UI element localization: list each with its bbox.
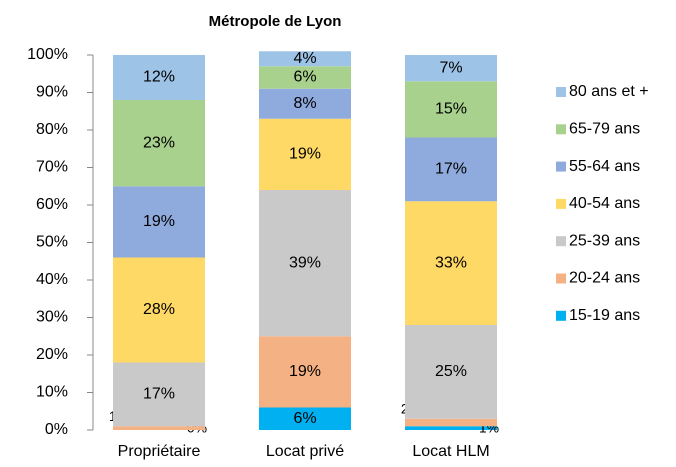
data-label: 17% — [143, 386, 175, 403]
x-tick-label: Locat privé — [266, 443, 344, 460]
data-label: 6% — [293, 69, 316, 86]
data-label: 8% — [293, 95, 316, 112]
legend-swatch — [556, 124, 566, 135]
bar-segment — [405, 418, 497, 427]
data-label: 23% — [143, 134, 175, 151]
bar-segment — [259, 190, 351, 337]
bar-segment — [259, 88, 351, 119]
bar-segment — [405, 55, 497, 82]
legend-swatch — [556, 198, 566, 209]
data-label: 25% — [435, 363, 467, 380]
bar-segment — [405, 81, 497, 138]
legend-label: 65-79 ans — [569, 121, 640, 138]
legend-swatch — [556, 310, 566, 321]
x-tick-label: Locat HLM — [412, 443, 489, 460]
data-label: 19% — [143, 213, 175, 230]
data-label: 12% — [143, 69, 175, 86]
legend-swatch — [556, 273, 566, 284]
x-tick-label: Propriétaire — [118, 443, 201, 460]
legend-label: 80 ans et + — [569, 83, 649, 100]
y-tick-label: 40% — [36, 271, 68, 288]
bar-segment — [405, 201, 497, 325]
data-label: 4% — [293, 50, 316, 67]
legend-swatch — [556, 236, 566, 247]
bar-segment — [259, 66, 351, 89]
legend-label: 15-19 ans — [569, 307, 640, 324]
y-tick-label: 90% — [36, 84, 68, 101]
data-label: 17% — [435, 161, 467, 178]
bar-segment — [259, 51, 351, 67]
legend-label: 20-24 ans — [569, 270, 640, 287]
bar-segment — [113, 100, 205, 187]
legend-label: 55-64 ans — [569, 158, 640, 175]
bar-segment — [113, 426, 205, 430]
y-tick-label: 0% — [45, 421, 68, 438]
bar-segment — [405, 137, 497, 202]
bar-segment — [259, 118, 351, 190]
bar-segment — [405, 325, 497, 419]
legend-label: 25-39 ans — [569, 232, 640, 249]
bar-segment — [259, 336, 351, 408]
y-tick-label: 10% — [36, 384, 68, 401]
legend-swatch — [556, 87, 566, 97]
data-label: 6% — [293, 410, 316, 427]
bar-segment — [113, 55, 205, 100]
chart-title: Métropole de Lyon — [209, 13, 342, 30]
data-label: 28% — [143, 301, 175, 318]
y-tick-label: 80% — [36, 121, 68, 138]
bar-segment — [113, 186, 205, 258]
bar-segment — [113, 362, 205, 427]
y-tick-label: 20% — [36, 346, 68, 363]
data-label: 33% — [435, 254, 467, 271]
y-tick-label: 50% — [36, 234, 68, 251]
legend-swatch — [556, 161, 566, 172]
data-label: 15% — [435, 101, 467, 118]
y-tick-label: 60% — [36, 196, 68, 213]
data-label: 39% — [289, 254, 321, 271]
data-label: 7% — [439, 59, 462, 76]
y-tick-label: 100% — [27, 46, 68, 63]
bar-segment — [259, 407, 351, 430]
bar-segment — [405, 426, 497, 430]
data-label: 19% — [289, 146, 321, 163]
data-label: 19% — [289, 363, 321, 380]
y-tick-label: 70% — [36, 159, 68, 176]
legend-label: 40-54 ans — [569, 195, 640, 212]
y-tick-label: 30% — [36, 309, 68, 326]
bar-segment — [113, 257, 205, 363]
